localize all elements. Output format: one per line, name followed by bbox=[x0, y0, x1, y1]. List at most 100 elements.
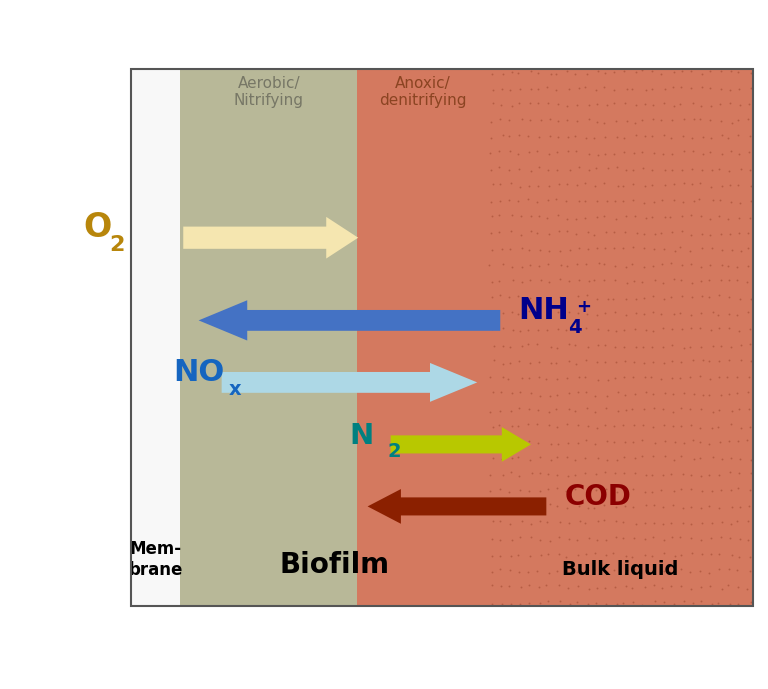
Point bbox=[655, 114, 667, 125]
Point bbox=[513, 471, 525, 482]
Point bbox=[523, 147, 535, 158]
Point bbox=[560, 551, 572, 562]
Point bbox=[725, 341, 737, 352]
Point bbox=[573, 501, 585, 512]
Point bbox=[541, 373, 553, 384]
Point bbox=[561, 101, 574, 112]
Point bbox=[695, 471, 707, 482]
Point bbox=[723, 564, 736, 575]
Point bbox=[532, 180, 545, 191]
Point bbox=[503, 580, 515, 591]
Point bbox=[621, 277, 633, 288]
Point bbox=[502, 487, 515, 498]
Point bbox=[703, 500, 716, 511]
Point bbox=[713, 163, 725, 174]
Point bbox=[706, 243, 718, 254]
Point bbox=[495, 515, 507, 526]
Point bbox=[583, 533, 595, 544]
Point bbox=[607, 420, 620, 431]
Point bbox=[744, 293, 756, 304]
Point bbox=[665, 258, 677, 269]
Point bbox=[563, 534, 575, 545]
Point bbox=[713, 502, 725, 513]
Point bbox=[497, 358, 509, 369]
Point bbox=[523, 181, 535, 192]
Point bbox=[561, 373, 574, 384]
Point bbox=[580, 355, 592, 366]
Point bbox=[675, 420, 687, 431]
Point bbox=[496, 453, 508, 464]
Point bbox=[543, 419, 555, 430]
Point bbox=[734, 502, 746, 513]
Point bbox=[706, 422, 718, 433]
Point bbox=[676, 259, 688, 270]
Point bbox=[511, 437, 524, 448]
Point bbox=[704, 580, 717, 591]
Point bbox=[744, 421, 756, 432]
Point bbox=[580, 548, 592, 559]
Point bbox=[541, 258, 554, 269]
Point bbox=[610, 213, 622, 224]
Point bbox=[514, 531, 526, 542]
Point bbox=[562, 338, 574, 349]
Point bbox=[505, 261, 518, 272]
Point bbox=[542, 596, 554, 607]
Point bbox=[507, 325, 519, 336]
Point bbox=[550, 84, 562, 95]
Point bbox=[486, 422, 498, 433]
Point bbox=[610, 531, 622, 542]
Text: Mem-
brane: Mem- brane bbox=[128, 540, 183, 579]
Point bbox=[630, 293, 642, 304]
Point bbox=[504, 341, 516, 352]
Point bbox=[703, 373, 716, 384]
Point bbox=[677, 342, 690, 353]
Point bbox=[598, 178, 610, 189]
Point bbox=[677, 468, 689, 479]
Point bbox=[725, 519, 737, 530]
Point bbox=[667, 101, 680, 112]
Point bbox=[726, 117, 738, 128]
Point bbox=[713, 356, 725, 367]
Point bbox=[656, 194, 668, 205]
Point bbox=[742, 306, 754, 317]
Point bbox=[742, 515, 754, 526]
Point bbox=[666, 372, 678, 383]
Point bbox=[611, 387, 624, 398]
Point bbox=[571, 214, 583, 225]
Point bbox=[485, 550, 498, 561]
Point bbox=[598, 499, 611, 510]
Point bbox=[512, 196, 525, 207]
Point bbox=[743, 535, 755, 546]
Point bbox=[611, 132, 624, 143]
Point bbox=[722, 260, 734, 271]
Point bbox=[675, 81, 687, 92]
Point bbox=[601, 435, 614, 446]
Point bbox=[554, 245, 566, 256]
Point bbox=[531, 228, 544, 239]
Point bbox=[506, 535, 518, 546]
Point bbox=[601, 100, 613, 111]
Point bbox=[486, 533, 498, 544]
Point bbox=[704, 132, 717, 143]
Point bbox=[694, 178, 707, 189]
Point bbox=[695, 276, 707, 287]
Point bbox=[598, 132, 611, 143]
Point bbox=[608, 307, 621, 318]
Point bbox=[669, 436, 681, 447]
Point bbox=[582, 227, 594, 238]
Point bbox=[551, 210, 564, 221]
Point bbox=[486, 291, 498, 302]
Point bbox=[677, 502, 690, 513]
Point bbox=[716, 244, 728, 255]
Point bbox=[534, 467, 546, 478]
Point bbox=[542, 165, 554, 176]
Point bbox=[617, 517, 629, 528]
Point bbox=[572, 307, 584, 318]
Point bbox=[570, 358, 582, 369]
Point bbox=[724, 533, 737, 544]
Point bbox=[666, 114, 678, 125]
Point bbox=[600, 227, 612, 238]
Point bbox=[685, 323, 697, 334]
Point bbox=[600, 403, 612, 414]
Point bbox=[512, 549, 525, 560]
